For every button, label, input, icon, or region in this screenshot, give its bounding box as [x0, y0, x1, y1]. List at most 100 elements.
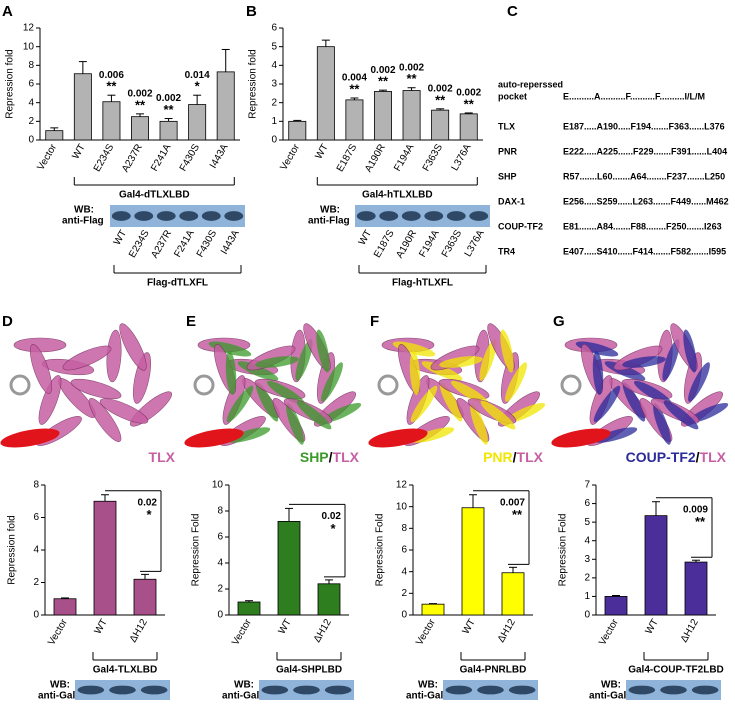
error-bar: [101, 494, 109, 502]
bar: [216, 71, 235, 141]
helix: [295, 339, 313, 381]
structure-label-part: PNR: [483, 449, 513, 465]
helix-12: [368, 428, 428, 448]
helix: [88, 398, 122, 442]
x-tick-label: Vector: [414, 617, 438, 648]
error-bar: [407, 87, 416, 91]
y-tick-label: 10: [396, 501, 408, 512]
p-value: 0.009: [683, 504, 708, 515]
blot-antibody: anti-Flag: [308, 216, 350, 227]
significance: **: [378, 74, 389, 89]
table-receptor: PNR: [498, 146, 518, 156]
significance: **: [349, 81, 360, 96]
p-value: 0.002: [370, 65, 395, 76]
x-tick-label: WT: [70, 142, 87, 161]
structure-image: [184, 323, 362, 448]
table-header: pocket: [498, 91, 527, 101]
error-bar: [221, 48, 230, 72]
y-tick-label: 4: [217, 558, 223, 569]
significance: **: [135, 97, 146, 112]
bar: [188, 104, 207, 141]
y-tick-label: 6: [28, 79, 34, 90]
p-value: 0.002: [127, 89, 152, 100]
error-bar: [193, 94, 202, 105]
y-axis-label: Repression Fold: [558, 514, 569, 587]
x-tick-label: Vector: [278, 142, 302, 173]
bar: [45, 130, 64, 141]
error-bar: [141, 573, 149, 580]
y-tick-label: 1: [271, 116, 277, 127]
error-bar: [469, 494, 477, 508]
lane-group-label: Flag-dTLXFL: [147, 278, 208, 289]
x-tick-label: F241A: [149, 142, 173, 173]
structure-label-part: /: [329, 449, 333, 465]
lane-label: I443A: [219, 228, 242, 256]
bar: [644, 515, 668, 616]
significance: **: [435, 92, 446, 107]
blot-band: [201, 211, 221, 221]
blot-band: [156, 211, 176, 221]
structure-label-part: TLX: [149, 449, 176, 465]
y-tick-label: 2: [271, 97, 277, 108]
y-tick-label: 0: [28, 135, 34, 146]
x-tick-label: WT: [461, 617, 478, 636]
y-axis-label: Repression fold: [7, 515, 18, 584]
structure-image: [0, 323, 172, 448]
y-tick-label: 12: [23, 23, 35, 34]
p-value: 0.02: [138, 497, 158, 508]
p-value: 0.014: [185, 70, 210, 81]
y-tick-label: 6: [584, 498, 590, 509]
structure-image: [368, 323, 546, 448]
y-tick-label: 0: [33, 610, 39, 621]
lane-label: L376A: [463, 228, 487, 259]
bar: [431, 109, 450, 141]
blot-band: [140, 685, 168, 695]
y-tick-label: 3: [271, 79, 277, 90]
table-receptor: DAX-1: [498, 196, 525, 206]
y-tick-label: 10: [23, 41, 35, 52]
significance: **: [164, 102, 175, 117]
helix: [622, 356, 666, 368]
helix: [62, 345, 112, 371]
bar: [159, 120, 178, 141]
y-tick-label: 2: [584, 572, 590, 583]
lane-label: A237R: [149, 228, 174, 260]
p-value: 0.002: [156, 93, 181, 104]
lane-label: F363S: [440, 228, 464, 259]
y-tick-label: 2: [28, 116, 34, 127]
p-value: 0.007: [500, 497, 525, 508]
blot-antibody: anti-Gal4: [589, 691, 632, 702]
blot-title: WB:: [320, 205, 340, 216]
x-tick-label: I443A: [208, 142, 231, 170]
significance: **: [407, 71, 418, 86]
blot-antibody: anti-Gal4: [406, 691, 449, 702]
group-label: Gal4-hTLXLBD: [362, 190, 433, 201]
error-bar: [293, 119, 302, 122]
group-label: Gal4-TLXLBD: [93, 665, 157, 676]
x-tick-label: E187S: [335, 142, 360, 174]
error-bar: [464, 112, 473, 114]
panel-letter: C: [507, 3, 518, 20]
blot-antibody: anti-Flag: [62, 216, 104, 227]
table-pattern: E..........A..........F..........F......…: [563, 91, 705, 101]
table-sequence: E81.......A84.......F88........F250.....…: [563, 221, 722, 231]
blot-band: [356, 211, 376, 221]
panel-letter: F: [370, 313, 379, 330]
blot-image: [355, 205, 490, 227]
error-bar: [107, 94, 116, 102]
table-sequence: E256.....S259......L263.......F449......…: [563, 196, 729, 206]
lane-label: F241A: [172, 228, 196, 259]
blot-antibody: anti-Gal4: [222, 691, 265, 702]
x-tick-label: F194A: [392, 142, 416, 173]
x-tick-label: ΔH12: [312, 617, 334, 645]
helix-12: [0, 428, 60, 448]
error-bar: [78, 61, 87, 74]
table-sequence: R57.......L60.......A64........F237.....…: [563, 171, 725, 181]
helix: [592, 351, 604, 395]
helix-12: [184, 428, 244, 448]
helix: [500, 329, 514, 373]
helix: [409, 351, 421, 395]
blot-band: [691, 685, 719, 695]
y-tick-label: 3: [584, 554, 590, 565]
blot-band: [401, 211, 421, 221]
